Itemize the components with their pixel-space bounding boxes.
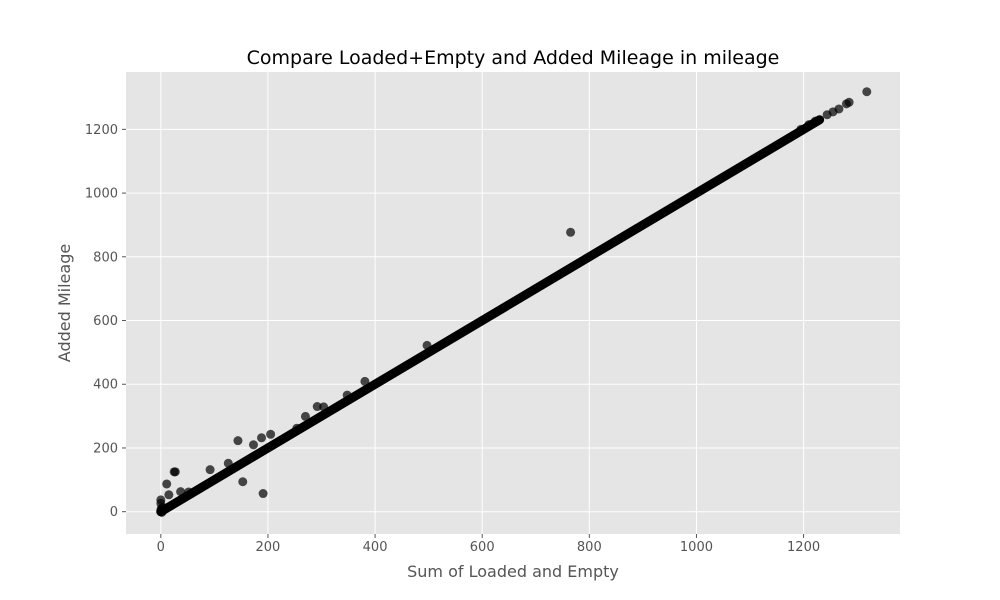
y-tick-label: 600	[93, 314, 118, 329]
x-tick-label: 400	[363, 540, 388, 555]
data-point	[258, 489, 268, 499]
y-tick-label: 0	[110, 505, 118, 520]
data-point	[162, 479, 172, 489]
data-point	[300, 411, 310, 421]
chart-title: Compare Loaded+Empty and Added Mileage i…	[247, 47, 780, 69]
x-tick-label: 200	[256, 540, 281, 555]
data-point	[223, 458, 233, 468]
data-point	[292, 423, 302, 433]
data-point	[238, 477, 248, 487]
data-point	[233, 436, 243, 446]
data-point	[205, 465, 215, 475]
data-point	[169, 467, 179, 477]
x-tick-label: 600	[470, 540, 495, 555]
y-tick-label: 400	[93, 378, 118, 393]
data-point	[834, 104, 844, 114]
data-point	[184, 487, 194, 497]
x-axis-label: Sum of Loaded and Empty	[407, 562, 619, 581]
y-tick-label: 1200	[85, 123, 118, 138]
data-point	[156, 504, 166, 514]
data-point	[566, 227, 576, 237]
x-tick-label: 1200	[787, 540, 820, 555]
y-tick-label: 800	[93, 250, 118, 265]
data-point	[810, 116, 820, 126]
data-points	[156, 87, 872, 517]
y-axis-ticks: 0 200 400 600 800 1000 1200	[85, 123, 126, 520]
data-point	[248, 440, 258, 450]
data-point	[257, 433, 267, 443]
x-tick-label: 1000	[680, 540, 713, 555]
data-point	[342, 390, 352, 400]
data-point	[266, 429, 276, 439]
data-point	[844, 97, 854, 107]
data-point	[176, 487, 186, 497]
diagonal-band	[156, 115, 825, 517]
x-tick-label: 800	[577, 540, 602, 555]
y-tick-label: 1000	[85, 187, 118, 202]
y-axis-label: Added Mileage	[55, 244, 74, 362]
data-point	[312, 402, 322, 412]
y-tick-label: 200	[93, 441, 118, 456]
data-point	[796, 124, 806, 134]
diagonal-band-line	[156, 115, 825, 517]
data-point	[164, 490, 174, 500]
x-tick-label: 0	[157, 540, 165, 555]
data-point	[319, 402, 329, 412]
data-point	[862, 87, 872, 97]
x-axis-ticks: 0 200 400 600 800 1000 1200	[157, 534, 820, 555]
data-point	[360, 376, 370, 386]
data-point	[422, 340, 432, 350]
